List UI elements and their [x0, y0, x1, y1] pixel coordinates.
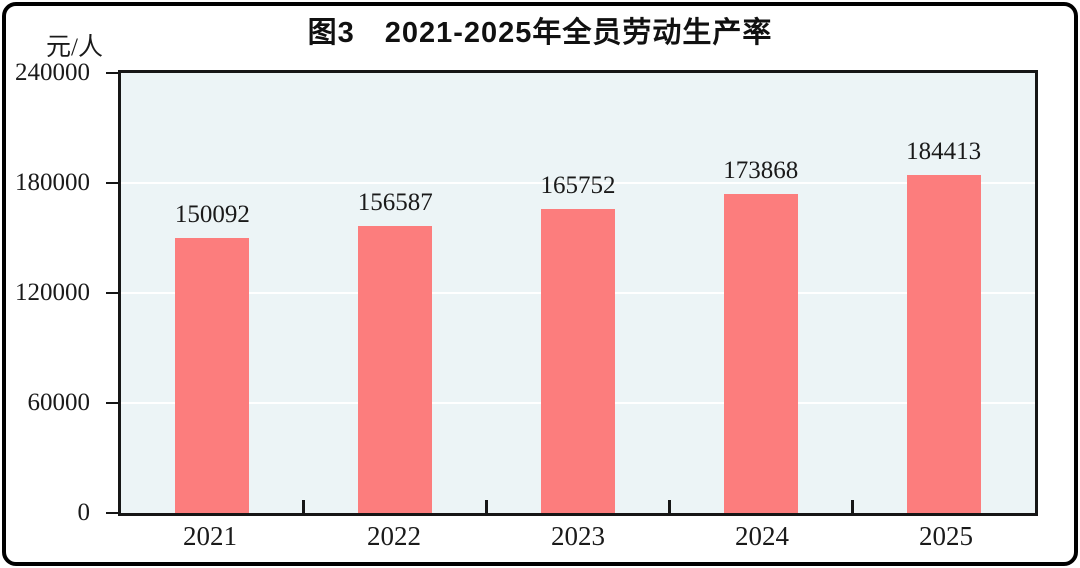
y-axis-unit-label: 元/人	[46, 34, 103, 61]
y-tick-mark	[106, 292, 119, 294]
bar-slot: 184413	[852, 73, 1035, 513]
y-tick-mark	[106, 182, 119, 184]
x-tick-label: 2022	[367, 521, 421, 551]
bar-slot: 165752	[487, 73, 670, 513]
bar-value-label: 150092	[174, 200, 250, 228]
y-tick-label: 240000	[15, 59, 90, 86]
bar-slot: 173868	[669, 73, 852, 513]
y-tick-label: 0	[77, 499, 91, 526]
x-tick-mark	[667, 500, 671, 513]
y-tick-mark	[106, 72, 119, 74]
x-tick-label: 2024	[735, 521, 789, 551]
x-axis-labels: 2021 2022 2023 2024 2025	[118, 521, 1038, 552]
bar-value-label: 173868	[723, 157, 799, 185]
y-tick-mark	[106, 402, 119, 404]
chart-area: 150092 156587 165752 173868 184413	[106, 70, 1038, 516]
bar-2025	[906, 174, 981, 513]
bar-2023	[540, 209, 615, 513]
bar-value-label: 165752	[540, 172, 616, 200]
bar-slot: 150092	[121, 73, 304, 513]
x-tick-mark	[850, 500, 854, 513]
bar-slot: 156587	[304, 73, 487, 513]
plot-area: 150092 156587 165752 173868 184413	[106, 70, 1038, 516]
bar-value-label: 184413	[906, 137, 982, 165]
y-axis-labels: 0 60000 120000 180000 240000	[0, 59, 104, 526]
x-tick-mark	[302, 500, 306, 513]
y-gridline	[121, 182, 1035, 184]
bar-2024	[723, 194, 798, 513]
y-tick-label: 60000	[27, 389, 91, 416]
y-tick-label: 120000	[15, 279, 90, 306]
x-tick-label: 2025	[919, 521, 973, 551]
x-tick-label: 2023	[551, 521, 605, 551]
bar-2022	[358, 225, 433, 513]
y-tick-mark	[106, 512, 119, 514]
x-tick-mark	[485, 500, 489, 513]
y-tick-label: 180000	[15, 169, 90, 196]
bar-2021	[175, 237, 250, 513]
bar-value-label: 156587	[357, 188, 433, 216]
x-tick-label: 2021	[183, 521, 237, 551]
chart-title: 图3 2021-2025年全员劳动生产率	[307, 17, 773, 49]
